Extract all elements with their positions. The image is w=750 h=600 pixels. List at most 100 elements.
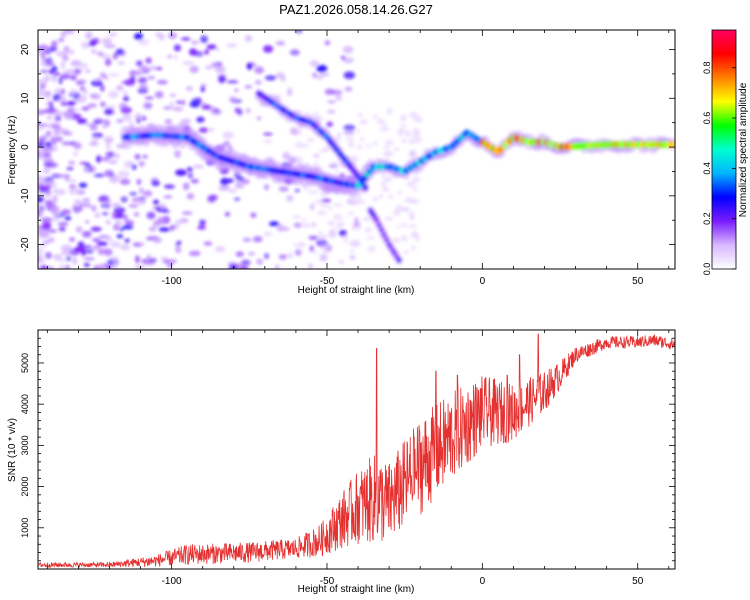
spectral-blob xyxy=(103,75,109,80)
spectral-blob xyxy=(49,162,59,167)
spectral-blob xyxy=(318,72,330,77)
spectral-blob xyxy=(343,130,355,136)
spectral-blob xyxy=(58,95,67,104)
spectral-blob xyxy=(344,86,353,92)
colorbar-tick-label: 0.8 xyxy=(702,61,712,74)
spectral-blob xyxy=(177,240,182,245)
spectral-blob xyxy=(309,203,315,211)
spectral-blob xyxy=(58,226,66,232)
spectral-blob xyxy=(38,175,46,183)
spectral-blob xyxy=(101,212,109,216)
spectral-blob xyxy=(172,106,184,112)
spectral-blob xyxy=(327,100,336,104)
spectral-blob xyxy=(60,101,68,106)
spectral-blob xyxy=(275,40,286,46)
spectral-blob xyxy=(93,265,98,269)
spectral-blob xyxy=(327,232,337,239)
snr-xlabel: Height of straight line (km) xyxy=(298,584,415,595)
spectral-blob xyxy=(198,127,209,134)
spectral-blob xyxy=(326,121,333,127)
spectral-blob xyxy=(128,203,139,208)
spectral-blob xyxy=(313,111,319,117)
spectral-blob xyxy=(61,131,73,136)
spectral-blob xyxy=(196,116,205,123)
spectral-blob xyxy=(283,151,289,159)
spectral-blob xyxy=(58,264,66,269)
spectral-blob xyxy=(63,30,74,33)
spectral-blob xyxy=(181,37,191,41)
spectral-blob xyxy=(378,193,384,199)
spectral-blob xyxy=(363,185,369,191)
spectral-blob xyxy=(190,40,200,45)
spectral-blob xyxy=(343,71,355,80)
spectral-blob xyxy=(133,211,140,217)
spectral-blob xyxy=(77,241,85,248)
spectral-blob xyxy=(68,50,75,55)
spectral-blob xyxy=(190,178,199,184)
spectral-blob xyxy=(44,252,53,259)
spectral-blob xyxy=(359,136,365,142)
spectral-blob xyxy=(394,253,400,259)
spectral-blob xyxy=(228,96,237,103)
spectral-blob xyxy=(355,225,362,231)
spectral-blob xyxy=(356,144,363,150)
spectral-blob xyxy=(81,231,92,238)
spectral-blob xyxy=(116,119,124,124)
spectral-blob xyxy=(214,245,226,253)
spectral-blob xyxy=(72,257,78,265)
spectral-blob xyxy=(159,202,166,210)
spectral-blob xyxy=(169,224,175,232)
spectral-blob xyxy=(135,60,143,67)
spectral-blob xyxy=(256,116,262,120)
spectral-blob xyxy=(120,106,132,114)
spectral-blob xyxy=(42,166,51,175)
spectral-blob xyxy=(149,257,157,264)
spectral-blob xyxy=(38,232,47,239)
spectral-blob xyxy=(116,234,124,239)
spectral-blob xyxy=(293,222,302,229)
spectral-blob xyxy=(315,115,320,120)
spectral-blob xyxy=(111,211,121,220)
spectral-blob xyxy=(105,150,115,159)
spectrogram-heatmap xyxy=(38,30,675,269)
spectral-blob xyxy=(143,190,153,197)
x-tick-label: -50 xyxy=(320,576,335,587)
spectral-blob xyxy=(101,262,113,269)
spectral-blob xyxy=(233,197,241,201)
spectral-blob xyxy=(68,237,76,242)
spectral-blob xyxy=(77,94,87,103)
spectral-blob xyxy=(317,210,327,216)
spectral-blob xyxy=(381,171,386,179)
spectral-blob xyxy=(55,115,62,122)
spectral-blob xyxy=(349,200,358,206)
snr-plot-area xyxy=(38,330,675,569)
spectral-blob xyxy=(74,199,82,205)
spectral-blob xyxy=(181,99,186,106)
spectral-blob xyxy=(409,111,418,119)
spectral-blob xyxy=(346,137,355,143)
spectral-blob xyxy=(51,173,63,179)
spectral-blob xyxy=(181,211,193,215)
colorbar-tick-label: 0.0 xyxy=(702,263,712,276)
spectral-blob xyxy=(104,203,111,210)
spectral-blob xyxy=(44,199,54,208)
spectral-blob xyxy=(269,221,280,227)
spectral-blob xyxy=(112,53,119,60)
spectral-blob xyxy=(399,117,406,122)
spectral-blob xyxy=(391,237,401,243)
spectral-blob xyxy=(301,218,307,223)
spectral-blob xyxy=(291,215,302,220)
spectral-blob xyxy=(224,211,231,217)
spectral-blob xyxy=(74,247,85,252)
spectral-blob xyxy=(135,117,141,124)
spectral-blob xyxy=(59,258,67,263)
spectral-blob xyxy=(412,127,421,134)
spectral-blob xyxy=(146,211,156,220)
spectral-blob xyxy=(51,40,57,47)
spectral-blob xyxy=(217,74,227,83)
spectral-blob xyxy=(334,168,339,172)
spectral-blob xyxy=(263,231,273,237)
spectral-blob xyxy=(98,248,110,253)
spectral-blob xyxy=(134,113,143,120)
spectral-blob xyxy=(163,184,175,189)
